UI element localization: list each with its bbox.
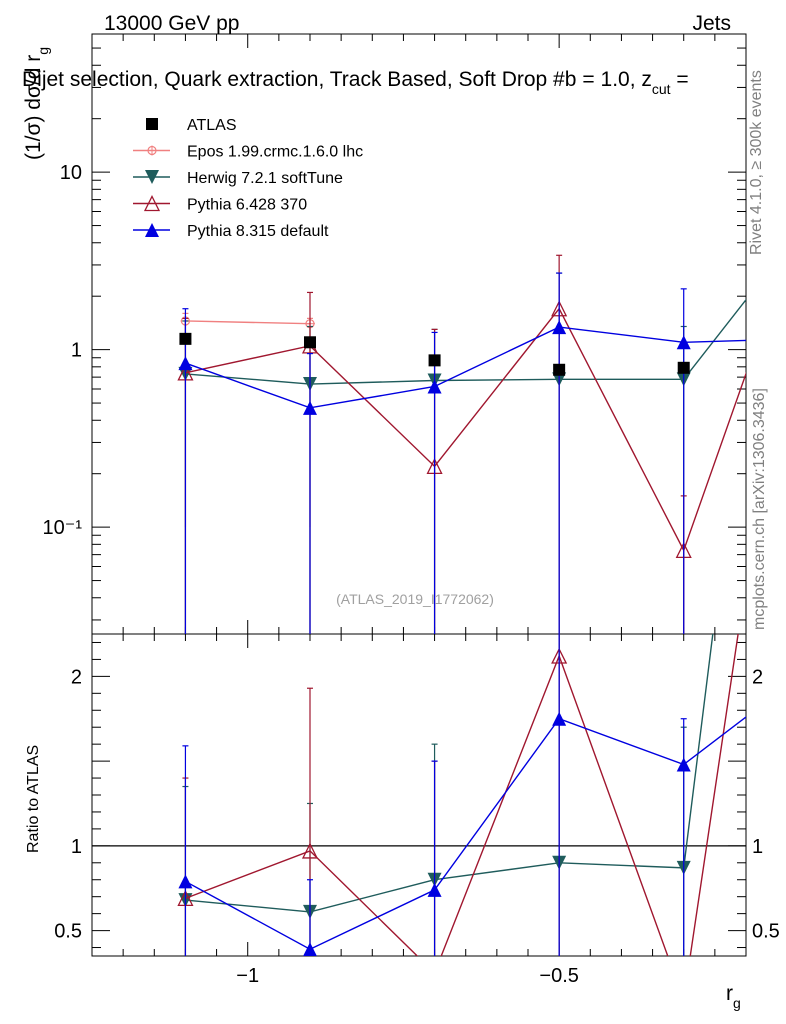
series-3-ratio-point (770, 686, 784, 700)
legend-label: Herwig 7.2.1 softTune (187, 170, 343, 187)
x-tick-label: −0.5 (539, 965, 578, 987)
ratio-tick-label-right: 0.5 (752, 921, 780, 943)
energy-label: 13000 GeV pp (104, 12, 239, 35)
series-1-ratio-line (185, 634, 714, 913)
atlas-data-point (771, 383, 783, 395)
category-label: Jets (692, 12, 731, 35)
ratio-axes: −1 −0.5 2 2 1 1 0.5 0.5 (54, 634, 780, 987)
rivet-label: Rivet 4.1.0, ≥ 300k events (748, 70, 765, 255)
x-axis-title-sub: g (733, 995, 741, 1011)
analysis-watermark: (ATLAS_2019_I1772062) (336, 591, 494, 607)
series-1-point (770, 253, 784, 267)
series-3-point (676, 335, 691, 350)
series-3-point (303, 400, 317, 415)
series-2-point (770, 278, 784, 292)
series-2-ratio-point (770, 364, 784, 378)
legend-marker (143, 195, 161, 212)
main-axes: 10 1 10⁻¹ (43, 33, 747, 634)
atlas-data-point (677, 361, 690, 374)
ratio-plot-frame (91, 633, 747, 957)
ratio-tick-label: 2 (71, 666, 82, 688)
atlas-data-point (553, 363, 566, 376)
y-axis-title-main: (1/σ) dσ/d r (22, 55, 45, 160)
ratio-tick-label-right: 1 (752, 836, 763, 858)
series-3-line (185, 326, 746, 409)
plot-title-suffix-end: = (671, 68, 689, 91)
atlas-data-point (428, 354, 441, 367)
x-axis-title-main: r (726, 982, 733, 1005)
y-tick-label: 1 (71, 340, 82, 362)
plot-title-suffix-sub: cut (652, 81, 671, 97)
y-axis-title-sub: g (35, 47, 51, 55)
ratio-tick-label: 0.5 (54, 921, 82, 943)
series-3-ratio-point (178, 874, 193, 889)
x-tick-label: −1 (236, 965, 259, 987)
series-2-line (185, 307, 746, 553)
legend-label: ATLAS (187, 117, 237, 134)
y-tick-label: 10 (60, 162, 82, 184)
legend-marker (145, 170, 159, 184)
ratio-tick-label: 1 (71, 836, 82, 858)
legend: ATLAS Epos 1.99.crmc.1.6.0 lhc Herwig 7.2.… (133, 117, 363, 240)
plot-title: Dijet selection, Quark extraction, Track… (22, 68, 689, 97)
ratio-plot-area (177, 110, 784, 1007)
series-3-ratio-point (676, 757, 691, 772)
series-1-ratio-point (770, 110, 784, 124)
plot-title-main: Dijet selection, Quark extraction, Track… (22, 68, 576, 91)
series-3-point (427, 379, 442, 394)
legend-label: Epos 1.99.crmc.1.6.0 lhc (187, 144, 363, 161)
y-tick-label: 10⁻¹ (43, 517, 83, 539)
plot-title-suffix: = 1.0, z (582, 68, 651, 91)
series-3-point (178, 356, 193, 371)
legend-label: Pythia 8.315 default (187, 223, 329, 240)
atlas-data-point (304, 336, 316, 349)
ratio-tick-label-right: 2 (752, 666, 763, 688)
main-plot-area (177, 253, 784, 634)
series-2-ratio-point (677, 993, 691, 1007)
series-3-point (770, 333, 784, 347)
series-3-ratio-point (552, 711, 567, 726)
series-2-ratio-line (185, 634, 739, 956)
series-3-ratio-point (427, 882, 442, 897)
atlas-data-point (179, 332, 192, 345)
series-2-ratio-point (301, 842, 319, 859)
series-3-point (552, 320, 567, 335)
legend-marker (146, 118, 158, 130)
series-3-ratio-line (185, 716, 746, 951)
legend-marker (145, 223, 159, 237)
series-0-line (185, 320, 311, 325)
y-axis-title: (1/σ) dσ/d rg (22, 47, 51, 160)
series-3-ratio-point (303, 942, 317, 956)
x-axis-title: rg (726, 982, 741, 1011)
legend-label: Pythia 6.428 370 (187, 197, 307, 214)
mcplots-label: mcplots.cern.ch [arXiv:1306.3436] (751, 388, 768, 630)
series-2-ratio-point (428, 966, 442, 980)
ratio-axis-title: Ratio to ATLAS (25, 745, 42, 853)
series-1-line (185, 298, 746, 385)
